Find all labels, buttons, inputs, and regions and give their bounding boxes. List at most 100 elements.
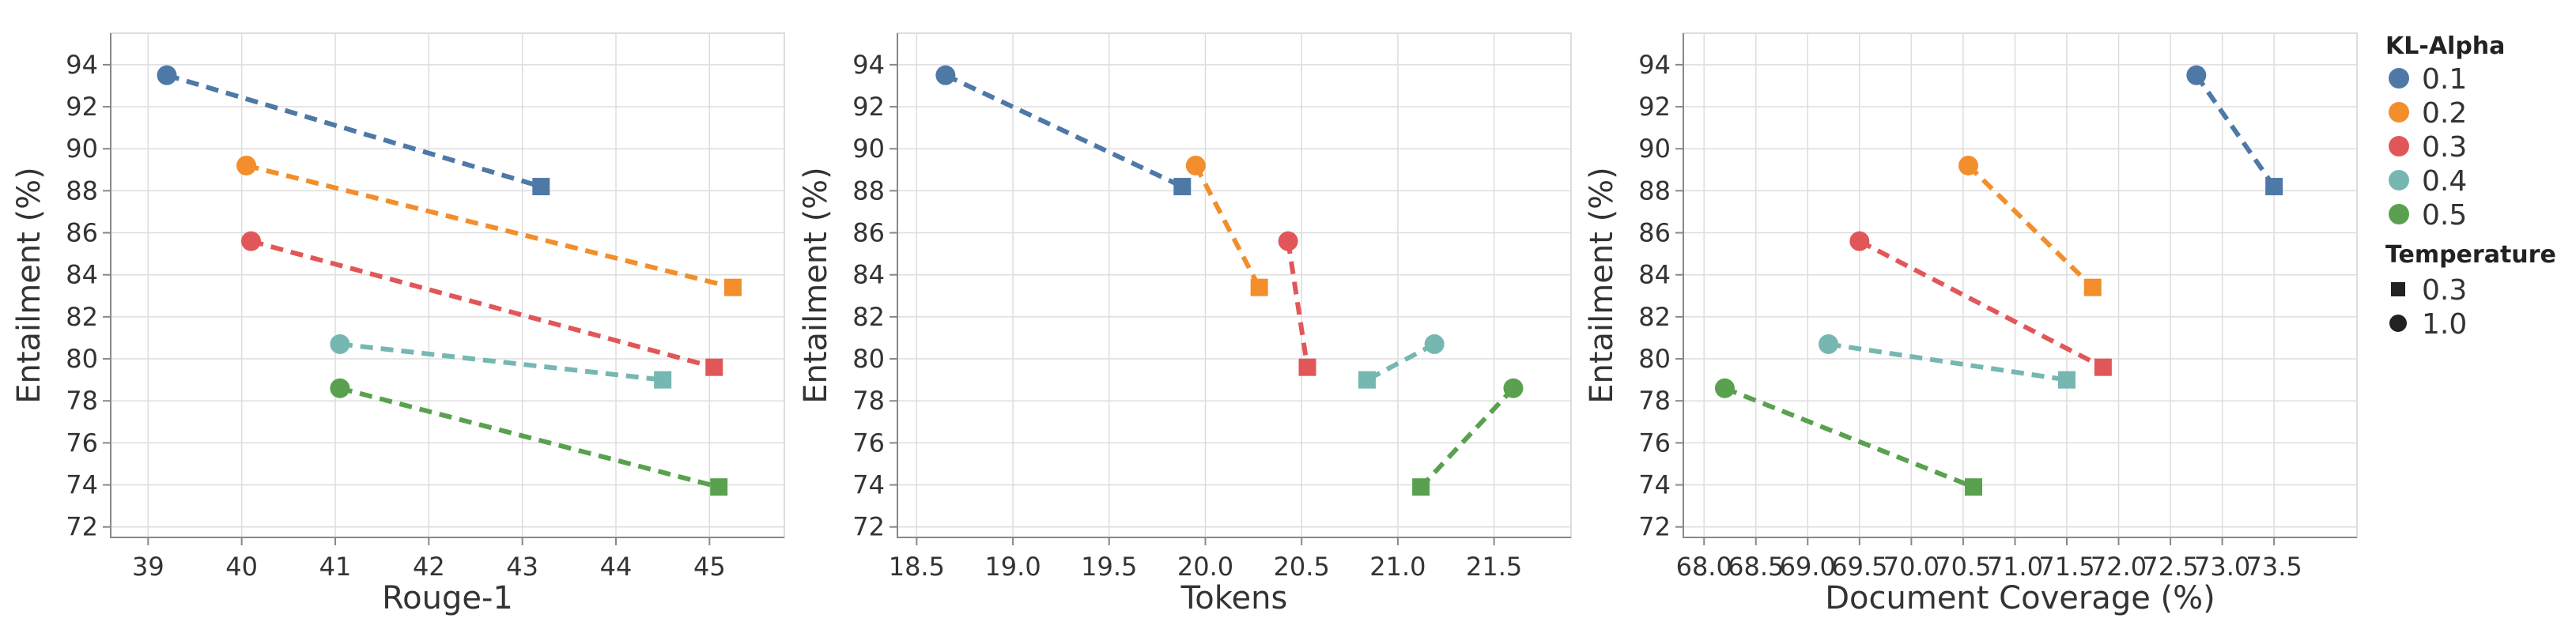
data-point-square [654,371,672,389]
data-point-circle [1819,334,1839,354]
y-tick-label: 84 [1638,260,1671,290]
y-tick-label: 76 [1638,428,1671,458]
x-tick-label: 39 [132,552,164,582]
legend-temp-square [2391,282,2405,296]
x-tick-label: 71.5 [2038,552,2094,582]
data-point-circle [330,378,350,398]
y-tick-label: 74 [852,470,885,500]
data-point-circle [1849,231,1870,251]
chart-panel-3: 72 74 76 78 80 82 84 86 88 90 92 94 68.068.569.069.5… [1584,32,2358,616]
x-tick-label: 19.5 [1081,552,1137,582]
y-tick-label: 90 [852,134,885,164]
data-point-circle [935,65,956,85]
data-point-square [710,478,728,496]
legend-temp-circle [2389,315,2407,332]
y-tick-label: 80 [1638,344,1671,374]
x-tick-label: 40 [225,552,258,582]
x-tick-label: 42 [413,552,445,582]
data-point-square [2265,178,2283,196]
x-tick-label: 73.5 [2246,552,2302,582]
y-tick-label: 78 [66,386,98,416]
y-tick-label: 84 [852,260,885,290]
data-point-circle [157,65,177,85]
y-axis-title: Entailment (%) [798,167,834,404]
data-point-circle [1503,378,1524,398]
data-point-circle [236,155,257,175]
x-tick-label: 41 [319,552,352,582]
legend-kl-swatch [2389,68,2409,89]
y-axis-title: Entailment (%) [1584,167,1620,404]
y-tick-label: 88 [852,175,885,205]
x-tick-label: 70.5 [1935,552,1991,582]
x-axis-title: Tokens [1180,580,1288,616]
y-tick-label: 74 [1638,470,1671,500]
y-tick-label: 92 [852,92,885,122]
series-line-kl-0.5 [1418,386,1516,489]
legend-kl-label: 0.3 [2422,131,2467,164]
series-line-kl-0.4 [1365,341,1436,383]
data-point-circle [1185,155,1206,175]
series-line-kl-0.1 [166,73,542,189]
y-tick-label: 78 [852,386,885,416]
data-point-square [1173,178,1192,196]
legend-kl-swatch [2389,136,2409,156]
x-tick-label: 71.0 [1987,552,2043,582]
data-point-circle [1278,231,1298,251]
data-point-circle [330,334,350,354]
y-tick-label: 72 [1638,512,1671,542]
x-tick-label: 44 [600,552,633,582]
data-point-square [532,178,550,196]
x-tick-label: 19.0 [984,552,1041,582]
y-tick-label: 74 [66,470,98,500]
y-tick-label: 82 [1638,302,1671,332]
y-tick-label: 72 [852,512,885,542]
data-point-square [1412,478,1430,496]
series-line-kl-0.5 [339,386,720,490]
x-tick-label: 68.0 [1676,552,1732,582]
y-tick-label: 86 [1638,218,1671,248]
y-tick-label: 88 [66,175,98,205]
x-tick-label: 21.5 [1466,552,1522,582]
series-line-kl-0.2 [1193,164,1262,289]
y-tick-label: 86 [66,218,98,248]
legend-kl-label: 0.1 [2422,63,2467,96]
x-tick-label: 21.0 [1369,552,1426,582]
x-tick-label: 20.5 [1274,552,1330,582]
y-tick-label: 86 [852,218,885,248]
data-point-circle [1424,334,1445,354]
data-point-square [705,358,723,376]
data-point-square [1358,371,1376,389]
data-point-square [1965,478,1983,496]
legend-temperature: Temperature 0.31.0 [2385,241,2556,341]
x-tick-label: 70.0 [1883,552,1940,582]
series-line-kl-0.1 [944,73,1184,189]
legend-temp-title: Temperature [2385,241,2556,269]
x-tick-label: 43 [506,552,538,582]
x-tick-label: 45 [693,552,726,582]
x-tick-label: 72.0 [2091,552,2147,582]
x-tick-label: 69.0 [1780,552,1836,582]
legend-kl-swatch [2389,170,2409,190]
series-line-kl-0.4 [339,341,663,383]
x-axis-title: Document Coverage (%) [1825,580,2215,616]
data-point-square [1298,358,1316,376]
x-tick-label: 69.5 [1831,552,1887,582]
legend-temp-label: 1.0 [2422,308,2467,341]
y-tick-label: 90 [1638,134,1671,164]
legend-kl-label: 0.2 [2422,97,2467,130]
y-axis-title: Entailment (%) [11,167,47,404]
chart-panel-1: 72 74 76 78 80 82 84 86 88 90 92 94 39 40 41 42 43 44 45 Ro… [11,32,785,616]
y-tick-label: 76 [852,428,885,458]
plot-area [897,32,1572,538]
chart-panel-2: 72 74 76 78 80 82 84 86 88 90 92 94 18.5 19.0 19.5 20.0… [798,32,1572,616]
y-tick-label: 94 [852,50,885,80]
y-tick-label: 90 [66,134,98,164]
legend-temp-label: 0.3 [2422,274,2467,307]
series-line-kl-0.2 [245,163,734,290]
y-tick-label: 84 [66,260,98,290]
legend-kl-swatch [2389,102,2409,122]
data-point-circle [241,231,261,251]
y-tick-label: 88 [1638,175,1671,205]
